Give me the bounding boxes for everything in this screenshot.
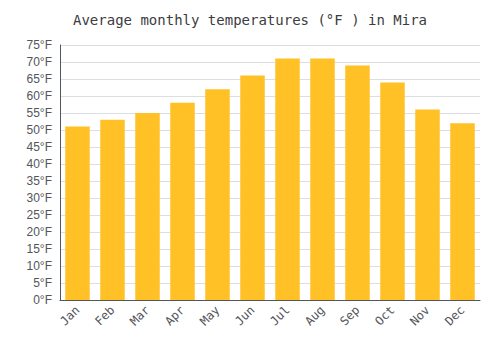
svg-text:35°F: 35°F bbox=[27, 174, 52, 188]
svg-text:70°F: 70°F bbox=[27, 55, 52, 69]
svg-text:20°F: 20°F bbox=[27, 225, 52, 239]
svg-text:Jul: Jul bbox=[267, 303, 292, 328]
svg-text:5°F: 5°F bbox=[33, 276, 52, 290]
svg-text:75°F: 75°F bbox=[27, 38, 52, 52]
svg-text:55°F: 55°F bbox=[27, 106, 52, 120]
svg-text:50°F: 50°F bbox=[27, 123, 52, 137]
svg-text:25°F: 25°F bbox=[27, 208, 52, 222]
svg-text:Apr: Apr bbox=[162, 303, 187, 328]
svg-text:Dec: Dec bbox=[442, 303, 467, 328]
svg-text:Feb: Feb bbox=[92, 303, 117, 328]
svg-text:30°F: 30°F bbox=[27, 191, 52, 205]
svg-text:Aug: Aug bbox=[302, 303, 327, 328]
svg-text:65°F: 65°F bbox=[27, 72, 52, 86]
svg-text:10°F: 10°F bbox=[27, 259, 52, 273]
svg-text:45°F: 45°F bbox=[27, 140, 52, 154]
svg-text:15°F: 15°F bbox=[27, 242, 52, 256]
svg-text:40°F: 40°F bbox=[27, 157, 52, 171]
svg-text:Sep: Sep bbox=[337, 303, 362, 328]
svg-text:Jun: Jun bbox=[232, 303, 257, 328]
svg-text:0°F: 0°F bbox=[33, 293, 52, 307]
svg-text:Jan: Jan bbox=[57, 303, 82, 328]
svg-text:May: May bbox=[197, 303, 222, 328]
svg-text:Oct: Oct bbox=[372, 303, 397, 328]
svg-text:Mar: Mar bbox=[127, 303, 152, 328]
svg-text:Average monthly temperatures (: Average monthly temperatures (°F ) in Mi… bbox=[73, 12, 427, 28]
svg-text:60°F: 60°F bbox=[27, 89, 52, 103]
svg-text:Nov: Nov bbox=[407, 303, 432, 328]
